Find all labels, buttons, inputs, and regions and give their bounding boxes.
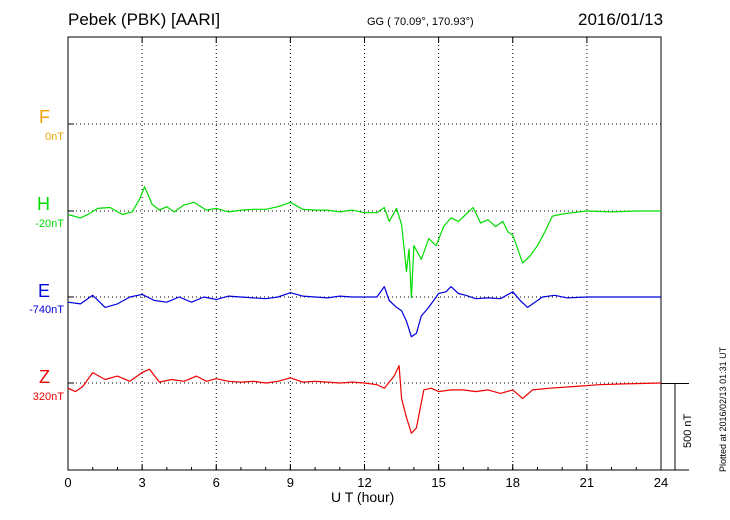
component-baseline-f: 0nT <box>45 131 64 143</box>
trace-h <box>67 186 661 299</box>
scale-bar <box>661 383 689 471</box>
geographic-coordinates: GG ( 70.09°, 170.93°) <box>367 16 474 28</box>
component-label-h: H <box>37 194 50 214</box>
x-tick-label: 18 <box>506 475 520 490</box>
trace-e <box>67 286 661 338</box>
x-tick-label: 15 <box>431 475 445 490</box>
traces <box>67 186 662 434</box>
x-tick-label: 12 <box>357 475 371 490</box>
scale-bar-label: 500 nT <box>682 413 694 448</box>
x-tick-label: 9 <box>287 475 294 490</box>
x-tick-label: 0 <box>64 475 71 490</box>
component-baseline-e: -740nT <box>29 304 64 316</box>
component-label-f: F <box>39 107 50 127</box>
x-tick-label: 24 <box>654 475 668 490</box>
grid-lines <box>68 37 661 470</box>
trace-z <box>67 365 662 434</box>
station-title: Pebek (PBK) [AARI] <box>68 10 221 29</box>
plotted-timestamp: Plotted at 2016/02/13 01:31 UT <box>718 346 728 472</box>
plot-date: 2016/01/13 <box>578 10 664 29</box>
component-label-e: E <box>37 281 50 301</box>
x-axis-label: U T (hour) <box>331 489 395 505</box>
x-tick-label: 6 <box>213 475 220 490</box>
x-tick-label: 21 <box>580 475 594 490</box>
x-ticks: 0 3 6 9 12 15 18 21 24 <box>64 37 668 490</box>
component-baseline-h: -20nT <box>35 218 64 230</box>
x-tick-label: 3 <box>139 475 146 490</box>
component-label-z: Z <box>39 367 50 387</box>
component-baseline-z: 320nT <box>32 391 64 403</box>
